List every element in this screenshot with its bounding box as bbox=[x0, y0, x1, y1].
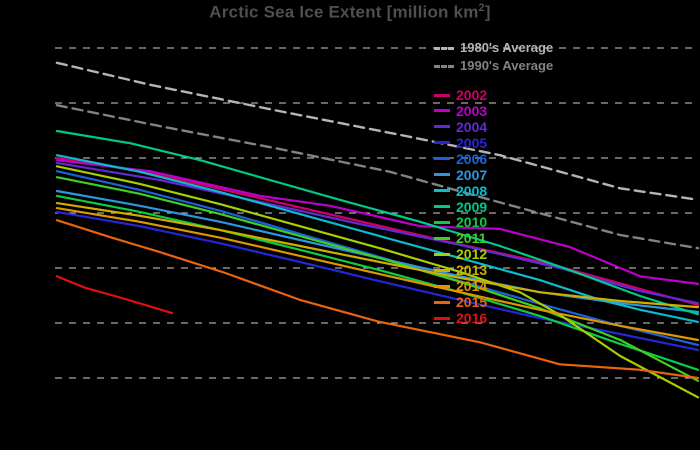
chart-title-suffix: ] bbox=[484, 2, 491, 22]
series-line-2012 bbox=[55, 165, 700, 399]
series-line-2002 bbox=[55, 156, 700, 306]
series-line-2004 bbox=[55, 161, 700, 305]
series-line-2013 bbox=[55, 202, 700, 309]
chart-title-superscript: 2 bbox=[478, 2, 485, 14]
chart-title: Arctic Sea Ice Extent [million km2] bbox=[0, 2, 700, 23]
series-line-2010 bbox=[55, 194, 700, 371]
series-line-2008 bbox=[55, 154, 700, 323]
series-line-1980-s-average bbox=[55, 61, 700, 202]
series-line-2014 bbox=[55, 207, 700, 342]
series-line-1990-s-average bbox=[55, 103, 700, 250]
series-line-2011 bbox=[55, 176, 700, 382]
series-line-2016 bbox=[55, 275, 174, 315]
chart-title-text: Arctic Sea Ice Extent [million km bbox=[209, 2, 479, 22]
series-line-2003 bbox=[55, 159, 700, 285]
series-line-2009 bbox=[55, 129, 700, 316]
series-line-2015 bbox=[55, 219, 700, 380]
